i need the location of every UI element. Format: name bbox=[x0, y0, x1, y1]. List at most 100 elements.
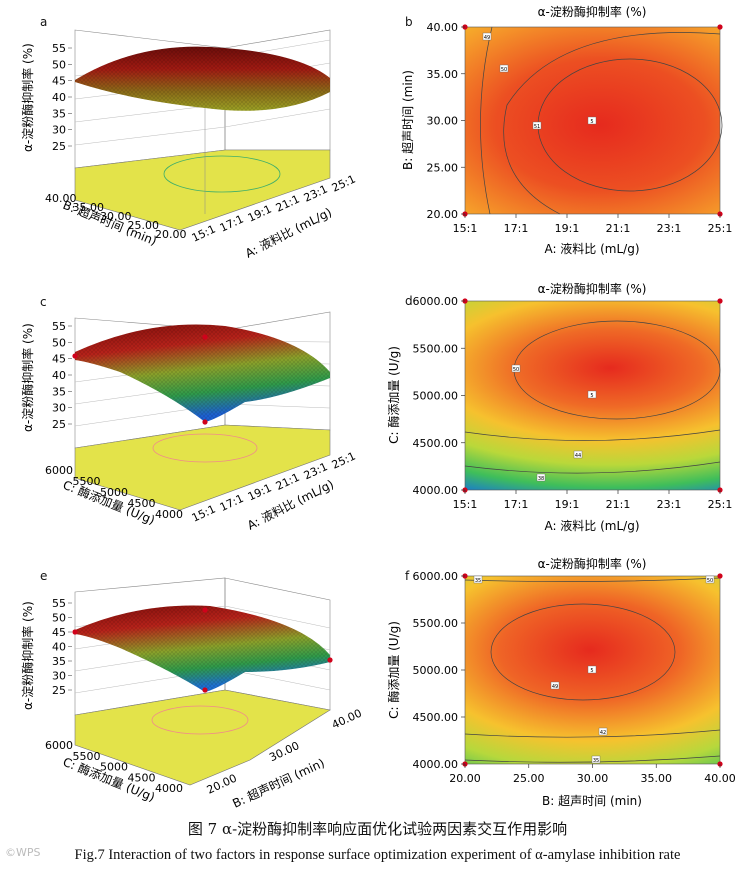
design-points bbox=[72, 334, 208, 425]
contour-label-box bbox=[482, 32, 492, 41]
x-tick-label: 21:1 bbox=[606, 498, 631, 511]
contour-label-box bbox=[587, 116, 597, 125]
y-tick-label: 25.00 bbox=[128, 219, 160, 232]
y-tick-label: 30.00 bbox=[427, 115, 459, 128]
z-tick-label: 50 bbox=[52, 336, 66, 349]
x-axis-label: B: 超声时间 (min) bbox=[230, 755, 327, 811]
contour-label: 50 bbox=[513, 367, 519, 373]
floor-contour bbox=[151, 705, 249, 735]
response-surface-mesh bbox=[75, 324, 330, 422]
y-tick-label: 6000.00 bbox=[413, 570, 459, 583]
design-point bbox=[202, 607, 208, 613]
design-point bbox=[202, 419, 208, 425]
y-tick-label: 5000 bbox=[100, 486, 128, 499]
design-points bbox=[462, 24, 723, 217]
contour-label: 49 bbox=[552, 684, 558, 690]
x-tick-label: 17:1 bbox=[218, 492, 246, 514]
watermark: ©WPS bbox=[5, 846, 41, 859]
contour-label-box bbox=[587, 390, 597, 399]
y-tick-label: 5500.00 bbox=[413, 617, 459, 630]
x-tick-label: 25.00 bbox=[513, 772, 545, 785]
x-tick-label: 20.00 bbox=[449, 772, 481, 785]
contour-label-box bbox=[499, 64, 509, 73]
z-axis-label: α-淀粉酶抑制率 (%) bbox=[20, 323, 35, 432]
x-tick-label: 19:1 bbox=[555, 498, 580, 511]
z-tick-label: 30 bbox=[52, 124, 66, 137]
contour-labels: 5 49 42 35 35 50 bbox=[473, 575, 715, 764]
y-tick-label: 4500.00 bbox=[413, 437, 459, 450]
design-point bbox=[202, 687, 208, 693]
x-tick-label: 15:1 bbox=[190, 502, 218, 524]
x-axis-ticks: 20.00 25.00 30.00 35.00 40.00 bbox=[449, 764, 736, 785]
contour-line-3 bbox=[464, 461, 721, 474]
y-axis-ticks: 4000.00 4500.00 5000.00 5500.00 6000.00 bbox=[413, 295, 465, 497]
panel-letter-a: a bbox=[40, 15, 47, 29]
design-point bbox=[72, 629, 78, 635]
z-tick-label: 50 bbox=[52, 58, 66, 71]
y-tick-label: 5000 bbox=[100, 761, 128, 774]
panel-f: f α-淀粉酶抑制率 (%) 5 49 42 35 35 50 20.00 25.00 30.… bbox=[386, 556, 736, 808]
z-tick-label: 25 bbox=[52, 418, 66, 431]
figure-caption-cn: 图 7 α-淀粉酶抑制率响应面优化试验两因素交互作用影响 bbox=[187, 820, 568, 838]
contour-label: 35 bbox=[593, 758, 599, 764]
contour-label-box bbox=[705, 575, 715, 584]
x-tick-label: 15:1 bbox=[190, 222, 218, 244]
z-tick-label: 35 bbox=[52, 385, 66, 398]
z-tick-label: 45 bbox=[52, 75, 66, 88]
y-tick-label: 25.00 bbox=[427, 161, 459, 174]
contour-line-2 bbox=[464, 729, 721, 738]
contour-label-box bbox=[511, 364, 521, 373]
y-tick-label: 4500 bbox=[128, 497, 156, 510]
y-tick-label: 4000.00 bbox=[413, 484, 459, 497]
floor-projection bbox=[74, 424, 331, 511]
x-axis-ticks: 15:1 17:1 19:1 21:1 23:1 25:1 bbox=[453, 490, 733, 511]
contour-label: 50 bbox=[707, 578, 713, 584]
y-tick-label: 35.00 bbox=[427, 68, 459, 81]
y-axis-ticks: 4000.00 4500.00 5000.00 5500.00 6000.00 bbox=[413, 570, 465, 771]
z-tick-label: 35 bbox=[52, 655, 66, 668]
x-tick-label: 25:1 bbox=[708, 498, 733, 511]
x-tick-label: 23:1 bbox=[657, 498, 682, 511]
contour-label-box bbox=[573, 450, 583, 459]
x-axis-label: B: 超声时间 (min) bbox=[542, 793, 642, 808]
x-tick-label: 17:1 bbox=[218, 212, 246, 234]
z-tick-label: 50 bbox=[52, 612, 66, 625]
x-tick-label: 19:1 bbox=[555, 222, 580, 235]
contour-labels: 5 49 50 51 bbox=[482, 32, 597, 130]
response-surface-mesh bbox=[75, 46, 330, 111]
y-tick-label: 4000 bbox=[155, 782, 183, 795]
floor-projection bbox=[74, 149, 331, 231]
contour-label-box bbox=[536, 473, 546, 482]
contour-label: 49 bbox=[484, 35, 490, 41]
y-tick-label: 6000 bbox=[45, 739, 73, 752]
contour-label-box bbox=[587, 665, 597, 674]
contour-line-3 bbox=[480, 26, 493, 215]
z-tick-label: 35 bbox=[52, 107, 66, 120]
design-point bbox=[717, 573, 723, 579]
x-tick-label: 25:1 bbox=[330, 172, 358, 194]
y-tick-label: 5500 bbox=[73, 475, 101, 488]
contour-line-2 bbox=[503, 32, 721, 215]
contour-line-1 bbox=[490, 603, 676, 701]
z-tick-label: 45 bbox=[52, 626, 66, 639]
contour-label-box bbox=[550, 681, 560, 690]
contour-label-box bbox=[532, 121, 542, 130]
y-tick-label: 30.00 bbox=[100, 210, 132, 223]
design-point bbox=[327, 657, 333, 663]
contour-label: 5 bbox=[590, 668, 593, 674]
contour-line-4 bbox=[464, 577, 721, 582]
panel-d: d α-淀粉酶抑制率 (%) 5 50 44 38 15:1 17:1 19:1 21:1 2… bbox=[386, 281, 732, 533]
contour-labels: 5 50 44 38 bbox=[511, 364, 597, 482]
z-axis-label: α-淀粉酶抑制率 (%) bbox=[20, 601, 35, 710]
x-tick-label: 15:1 bbox=[453, 498, 478, 511]
y-tick-label: 5500 bbox=[73, 750, 101, 763]
design-point bbox=[72, 353, 78, 359]
